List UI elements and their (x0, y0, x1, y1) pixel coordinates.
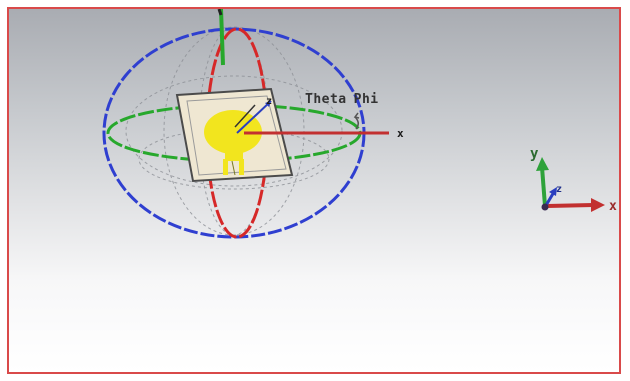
axes-triad: y x z (530, 146, 617, 214)
triad-x-axis (546, 203, 594, 208)
direction-vector (236, 100, 272, 134)
z-axis-line (219, 9, 225, 66)
phi-label: Phi (353, 92, 379, 107)
antenna-model (175, 87, 294, 183)
far-field-z-label: z (266, 96, 272, 107)
triad-x-label: x (609, 199, 617, 214)
far-field-angle-labels: Theta Phi (305, 92, 379, 107)
triad-y-axis (540, 166, 547, 207)
3d-viewport[interactable]: z x y x z Theta Phi (7, 7, 621, 374)
antenna-feed (225, 145, 243, 161)
theta-label: Theta (305, 92, 347, 107)
3d-scene: z x y x z (102, 9, 617, 239)
antenna-patch (204, 110, 262, 154)
triad-z-label: z (556, 184, 562, 195)
far-field-x-label: x (397, 127, 404, 140)
rotate-cursor-icon (353, 112, 360, 130)
direction-needle (234, 104, 256, 128)
z-axis-tip (217, 9, 223, 16)
triad-y-label: y (530, 146, 539, 162)
